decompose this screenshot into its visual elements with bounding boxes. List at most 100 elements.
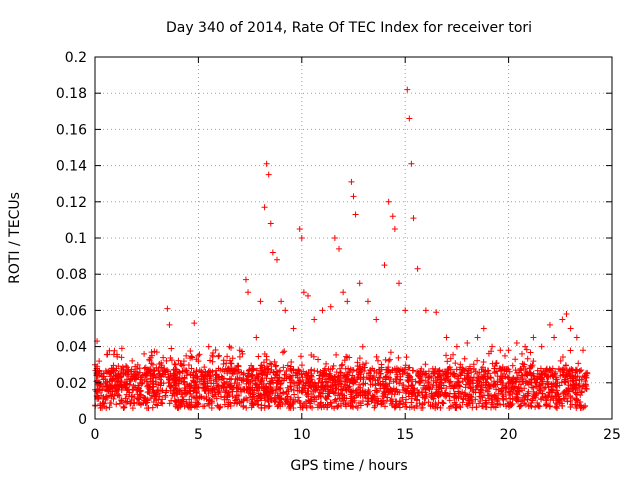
data-point-band: [488, 348, 495, 355]
data-point-band: [549, 372, 556, 379]
y-tick-label: 0.2: [65, 50, 87, 66]
data-point-band: [494, 400, 501, 407]
data-point-band: [225, 389, 232, 396]
data-point-band: [150, 368, 157, 375]
data-point-band: [380, 393, 387, 400]
data-point-band: [218, 373, 225, 380]
data-point: [344, 298, 351, 305]
data-point-band: [375, 398, 382, 405]
data-point: [474, 334, 481, 341]
data-point-band: [480, 358, 487, 365]
data-point-band: [368, 398, 375, 405]
data-point-band: [578, 389, 585, 396]
data-point-band: [554, 390, 561, 397]
data-point-band: [399, 394, 406, 401]
data-point-band: [250, 389, 257, 396]
data-point-band: [468, 398, 475, 405]
data-point: [573, 334, 580, 341]
data-point-band: [266, 380, 273, 387]
data-point-band: [530, 372, 537, 379]
data-point-band: [542, 397, 549, 404]
data-point-band: [254, 374, 261, 381]
data-point-band: [492, 360, 499, 367]
data-point-band: [505, 388, 512, 395]
data-point-band: [302, 389, 309, 396]
data-point-band: [144, 397, 151, 404]
y-tick-label: 0.04: [56, 340, 87, 356]
data-point-band: [462, 384, 469, 391]
data-point: [216, 352, 223, 359]
data-point-band: [388, 400, 395, 407]
data-point-band: [573, 396, 580, 403]
data-point-band: [262, 384, 269, 391]
data-point: [253, 334, 260, 341]
data-point-band: [437, 404, 444, 411]
data-point-band: [290, 387, 297, 394]
data-point-band: [527, 402, 534, 409]
data-point-band: [186, 402, 193, 409]
data-point-band: [283, 397, 290, 404]
data-point-band: [552, 404, 559, 411]
data-point-band: [202, 387, 209, 394]
data-point-band: [574, 399, 581, 406]
data-point-band: [134, 391, 141, 398]
data-point-band: [250, 365, 257, 372]
data-point-band: [142, 371, 149, 378]
data-point-band: [518, 350, 525, 357]
data-point-band: [319, 373, 326, 380]
data-point-band: [297, 378, 304, 385]
data-point-band: [317, 368, 324, 375]
data-point-band: [290, 398, 297, 405]
data-point-band: [334, 377, 341, 384]
data-point-band: [529, 397, 536, 404]
data-point-band: [122, 382, 129, 389]
data-point-band: [362, 380, 369, 387]
data-point-band: [147, 354, 154, 361]
data-point-band: [326, 370, 333, 377]
data-point: [296, 225, 303, 232]
data-point-band: [343, 353, 350, 360]
data-point-band: [372, 387, 379, 394]
data-point-band: [287, 402, 294, 409]
data-point-band: [380, 399, 387, 406]
x-tick-label: 15: [396, 427, 414, 443]
data-point-band: [396, 380, 403, 387]
data-point-band: [159, 368, 166, 375]
data-point-band: [450, 394, 457, 401]
data-point-band: [240, 403, 247, 410]
data-point-band: [330, 362, 337, 369]
data-point-band: [102, 378, 109, 385]
data-point-band: [217, 393, 224, 400]
data-point-band: [209, 352, 216, 359]
data-point: [319, 307, 326, 314]
data-point-band: [264, 388, 271, 395]
data-point-band: [474, 357, 481, 364]
data-point-band: [362, 388, 369, 395]
data-point-band: [460, 396, 467, 403]
data-point: [118, 345, 125, 352]
data-point: [267, 220, 274, 227]
data-point-band: [536, 402, 543, 409]
data-point: [141, 365, 148, 372]
data-point-band: [428, 373, 435, 380]
data-point-band: [208, 405, 215, 412]
data-point-band: [446, 397, 453, 404]
data-point-band: [373, 353, 380, 360]
data-point-band: [275, 378, 282, 385]
data-point: [546, 321, 553, 328]
data-point-band: [553, 376, 560, 383]
data-point-band: [196, 393, 203, 400]
data-point-band: [580, 404, 587, 411]
data-point-band: [327, 400, 334, 407]
data-point-band: [544, 393, 551, 400]
data-point-band: [227, 402, 234, 409]
data-point-band: [567, 397, 574, 404]
data-point-band: [152, 374, 159, 381]
data-point-band: [256, 393, 263, 400]
data-point-band: [578, 376, 585, 383]
data-point-band: [530, 388, 537, 395]
data-point: [340, 289, 347, 296]
data-point-band: [334, 403, 341, 410]
data-point-band: [259, 371, 266, 378]
data-point-band: [201, 364, 208, 371]
